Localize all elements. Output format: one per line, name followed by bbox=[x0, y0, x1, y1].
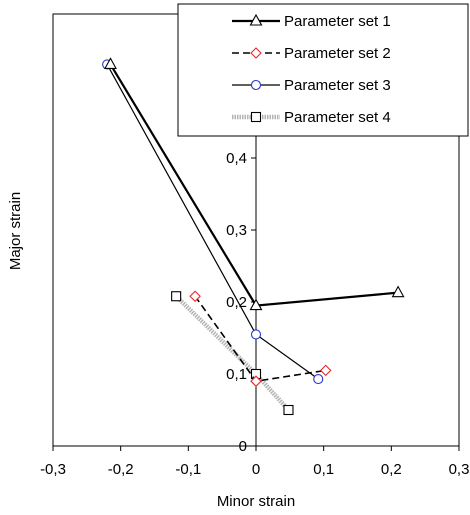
legend-swatch-marker bbox=[250, 111, 262, 123]
legend-item-3: Parameter set 3 bbox=[232, 77, 391, 94]
series-2-point bbox=[250, 375, 262, 387]
x-tick-label: 0 bbox=[252, 461, 260, 478]
series-3-point bbox=[250, 329, 262, 340]
series-1-point bbox=[249, 298, 263, 311]
series-3-point bbox=[313, 373, 324, 385]
series-1-point bbox=[391, 285, 405, 298]
series-layer bbox=[102, 57, 405, 416]
y-tick-label: 0,1 bbox=[226, 366, 247, 383]
legend-box bbox=[177, 3, 469, 137]
x-axis-label: Minor strain bbox=[217, 493, 295, 510]
legend-swatch-marker bbox=[250, 79, 262, 91]
y-tick-label: 0,2 bbox=[226, 294, 247, 311]
series-1-point bbox=[104, 57, 117, 69]
x-tick-label: -0,3 bbox=[40, 461, 66, 478]
series-2-point bbox=[189, 290, 201, 303]
legend-swatch-marker bbox=[250, 47, 262, 59]
series-4-line bbox=[174, 294, 291, 412]
legend-item-1: Parameter set 1 bbox=[232, 13, 391, 30]
legend: Parameter set 1 Parameter set 2 Parameter … bbox=[177, 3, 469, 137]
legend-label: Parameter set 4 bbox=[284, 109, 391, 126]
x-tick-label: 0,1 bbox=[313, 461, 334, 478]
y-tick-label: 0 bbox=[239, 438, 247, 455]
legend-label: Parameter set 3 bbox=[284, 77, 391, 94]
y-tick-label: 0,4 bbox=[226, 150, 247, 167]
x-tick-label: -0,1 bbox=[175, 461, 201, 478]
series-1 bbox=[104, 57, 405, 311]
x-tick-label: -0,2 bbox=[108, 461, 134, 478]
axes: -0,3 -0,2 -0,1 0 0,1 0,2 0,3 0 0,1 0,2 0,3 0,4 bbox=[40, 13, 470, 478]
legend-item-4: Parameter set 4 bbox=[232, 109, 391, 126]
x-tick-label: 0,2 bbox=[381, 461, 402, 478]
y-axis-label: Major strain bbox=[7, 192, 24, 270]
y-tick-label: 0,3 bbox=[226, 222, 247, 239]
series-4-point bbox=[171, 291, 182, 302]
legend-item-2: Parameter set 2 bbox=[232, 45, 391, 62]
legend-swatch-marker bbox=[249, 13, 263, 26]
series-2 bbox=[189, 290, 332, 387]
legend-label: Parameter set 2 bbox=[284, 45, 391, 62]
series-4-point bbox=[283, 404, 294, 416]
x-tick-label: 0,3 bbox=[449, 461, 470, 478]
series-4 bbox=[171, 291, 294, 416]
legend-label: Parameter set 1 bbox=[284, 13, 391, 30]
series-2-point bbox=[319, 364, 332, 377]
